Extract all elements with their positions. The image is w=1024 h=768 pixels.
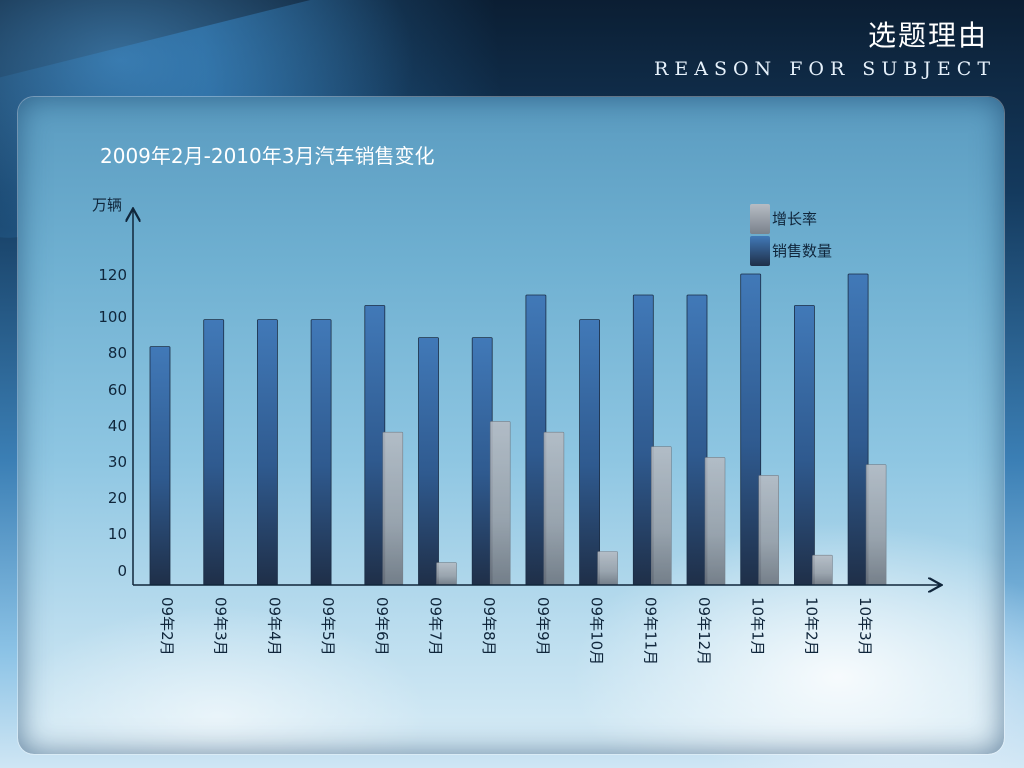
bar-sales <box>579 319 600 586</box>
bar-growth <box>543 431 565 586</box>
legend-swatch-growth <box>750 204 770 234</box>
bar-sales <box>310 319 332 586</box>
y-tick-label: 30 <box>108 453 127 471</box>
page-subtitle: REASON FOR SUBJECT <box>654 58 996 80</box>
x-tick-label: 09年4月 <box>265 597 283 656</box>
legend-swatch-sales <box>750 236 770 266</box>
bar-sales <box>256 319 278 586</box>
bar-sales <box>149 346 171 586</box>
bar-growth <box>704 457 726 586</box>
y-tick-label: 0 <box>117 562 127 580</box>
bar-growth <box>597 551 618 586</box>
bar-growth <box>758 475 780 586</box>
bar-sales <box>525 294 547 586</box>
y-tick-label: 60 <box>108 381 127 399</box>
legend-label-sales: 销售数量 <box>772 242 833 260</box>
bar-sales <box>364 305 386 586</box>
x-tick-label: 09年11月 <box>641 597 659 665</box>
legend-label-growth: 增长率 <box>772 210 818 228</box>
bar-sales <box>740 273 762 586</box>
bar-sales <box>632 294 654 586</box>
x-tick-label: 09年9月 <box>534 597 552 656</box>
y-tick-label: 80 <box>108 344 127 362</box>
x-tick-label: 09年5月 <box>319 597 337 656</box>
x-tick-label: 10年1月 <box>749 597 767 656</box>
bar-sales <box>794 305 815 586</box>
bar-growth <box>650 446 672 586</box>
x-tick-label: 09年6月 <box>373 597 391 656</box>
bar-sales <box>471 337 493 586</box>
bar-growth <box>489 421 511 586</box>
chart-title: 2009年2月-2010年3月汽车销售变化 <box>100 144 435 168</box>
y-tick-label: 120 <box>98 266 127 284</box>
page-title: 选题理由 <box>867 19 988 52</box>
x-tick-label: 09年8月 <box>480 597 498 656</box>
bar-growth <box>436 562 457 586</box>
bar-growth <box>812 554 833 586</box>
bar-sales <box>686 294 708 586</box>
x-tick-label: 09年12月 <box>695 597 713 665</box>
y-tick-label: 40 <box>108 417 127 435</box>
x-tick-label: 10年3月 <box>856 597 874 656</box>
x-tick-label: 10年2月 <box>802 597 820 656</box>
y-axis-label: 万辆 <box>92 196 122 214</box>
bar-sales <box>847 273 869 586</box>
bar-sales <box>203 319 225 586</box>
bar-growth <box>865 464 887 586</box>
y-tick-label: 10 <box>108 525 127 543</box>
x-tick-label: 09年7月 <box>427 597 445 656</box>
x-tick-label: 09年2月 <box>158 597 176 656</box>
y-tick-label: 100 <box>98 308 127 326</box>
x-tick-label: 09年3月 <box>212 597 230 656</box>
bar-sales <box>418 337 439 586</box>
x-tick-label: 09年10月 <box>588 597 606 665</box>
y-tick-label: 20 <box>108 489 127 507</box>
bar-growth <box>382 431 404 586</box>
chart-panel <box>18 97 1004 754</box>
